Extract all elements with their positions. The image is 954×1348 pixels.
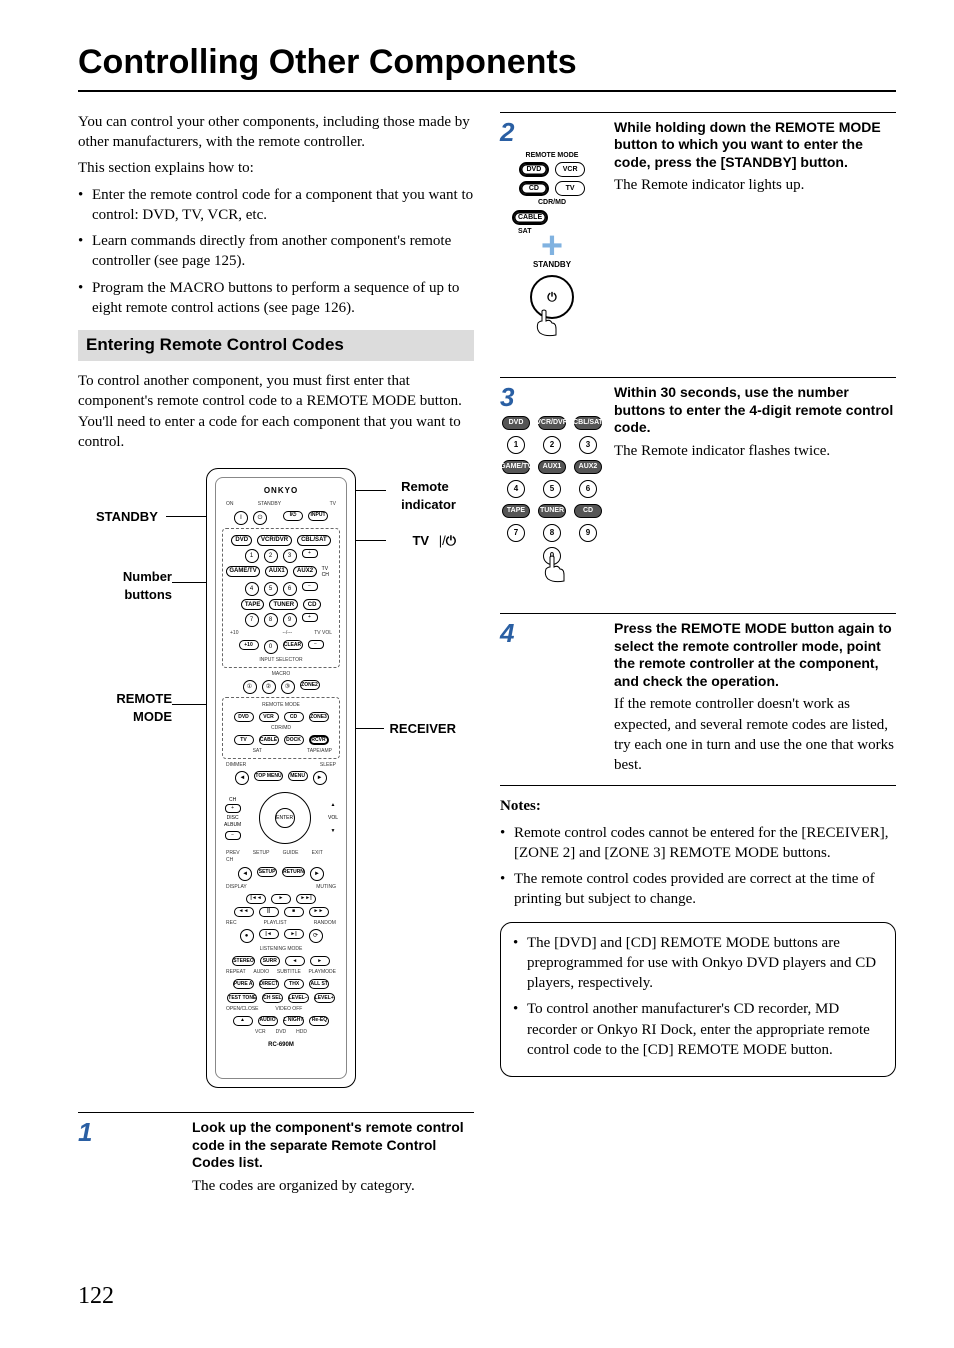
cat-label: CBL/SAT xyxy=(574,416,602,430)
notes-list: Remote control codes cannot be entered f… xyxy=(500,823,896,910)
label-remote-indicator: Remote indicator xyxy=(401,478,456,513)
cd-button: CD xyxy=(519,181,549,196)
notes-heading: Notes: xyxy=(500,796,896,816)
label-remote-mode: REMOTE MODE xyxy=(96,690,172,725)
cat-label: CD xyxy=(574,504,602,518)
finger-icon xyxy=(534,309,558,337)
cable-button: CABLE xyxy=(512,210,548,225)
cat-label: TUNER xyxy=(538,504,566,518)
digit-button: 1 xyxy=(507,436,525,454)
page-number: 122 xyxy=(78,1280,114,1312)
step-1-detail: The codes are organized by category. xyxy=(192,1176,474,1196)
digit-button: 4 xyxy=(507,480,525,498)
cat-label: TAPE xyxy=(502,504,530,518)
digit-button: 7 xyxy=(507,524,525,542)
brand-label: ONKYO xyxy=(222,486,340,497)
remote-mode-header: REMOTE MODE xyxy=(500,151,604,160)
cat-label: VCR/DVR xyxy=(538,416,566,430)
step-3: 3 DVD VCR/DVR CBL/SAT 1 2 3 GAME/TV AUX1… xyxy=(500,384,896,583)
right-column: 2 REMOTE MODE DVD VCR CD TV CDR/MD CABLE xyxy=(500,112,896,1200)
step-3-instr: Within 30 seconds, use the number button… xyxy=(614,384,896,437)
digit-button: 9 xyxy=(579,524,597,542)
box-note-item: The [DVD] and [CD] REMOTE MODE buttons a… xyxy=(513,933,883,994)
step-4-detail: If the remote controller doesn't work as… xyxy=(614,694,896,775)
cat-label: DVD xyxy=(502,416,530,430)
intro-p2: This section explains how to: xyxy=(78,158,474,178)
step-2-detail: The Remote indicator lights up. xyxy=(614,175,896,195)
left-column: You can control your other components, i… xyxy=(78,112,474,1200)
digit-button: 8 xyxy=(543,524,561,542)
tv-text: TV xyxy=(412,533,429,548)
label-number-buttons: Number buttons xyxy=(96,568,172,603)
step-1-num: 1 xyxy=(78,1119,182,1145)
standby-mini-label: STANDBY xyxy=(500,260,604,271)
cat-label: AUX1 xyxy=(538,460,566,474)
power-icon: ⏻ xyxy=(446,533,456,548)
intro-bullet: Enter the remote control code for a comp… xyxy=(78,185,474,226)
note-item: Remote control codes cannot be entered f… xyxy=(500,823,896,864)
intro-bullet: Program the MACRO buttons to perform a s… xyxy=(78,278,474,319)
step-3-detail: The Remote indicator flashes twice. xyxy=(614,441,896,461)
vcr-button: VCR xyxy=(555,162,585,177)
intro-bullet: Learn commands directly from another com… xyxy=(78,231,474,272)
digit-button: 3 xyxy=(579,436,597,454)
plus-icon: + xyxy=(500,236,604,256)
label-tv-power: TV |/⏻ xyxy=(412,532,456,550)
step-4-instr: Press the REMOTE MODE button again to se… xyxy=(614,620,896,690)
cat-label: AUX2 xyxy=(574,460,602,474)
step-4-num: 4 xyxy=(500,620,604,646)
step-2-instr: While holding down the REMOTE MODE butto… xyxy=(614,119,896,172)
step-1: 1 Look up the component's remote control… xyxy=(78,1119,474,1196)
boxed-note: The [DVD] and [CD] REMOTE MODE buttons a… xyxy=(500,922,896,1078)
entering-intro: To control another component, you must f… xyxy=(78,371,474,452)
step-3-num: 3 xyxy=(500,384,604,410)
cat-label: GAME/TV xyxy=(502,460,530,474)
step-2: 2 REMOTE MODE DVD VCR CD TV CDR/MD CABLE xyxy=(500,119,896,337)
page-title: Controlling Other Components xyxy=(78,40,896,92)
step-1-instr: Look up the component's remote control c… xyxy=(192,1119,474,1172)
remote-diagram: STANDBY Number buttons REMOTE MODE Remot… xyxy=(96,468,456,1098)
finger-icon xyxy=(542,555,566,583)
digit-button: 6 xyxy=(579,480,597,498)
tv-button: TV xyxy=(555,181,585,196)
cdrmid-label: CDR/MD xyxy=(500,198,604,207)
model-label: RC-690M xyxy=(222,1041,340,1049)
digit-button: 5 xyxy=(543,480,561,498)
label-standby: STANDBY xyxy=(96,508,158,526)
intro-bullets: Enter the remote control code for a comp… xyxy=(78,185,474,319)
intro-p1: You can control your other components, i… xyxy=(78,112,474,153)
label-receiver: RECEIVER xyxy=(390,720,456,738)
step-4: 4 Press the REMOTE MODE button again to … xyxy=(500,620,896,775)
note-item: The remote control codes provided are co… xyxy=(500,869,896,910)
step-2-num: 2 xyxy=(500,119,604,145)
digit-button: 2 xyxy=(543,436,561,454)
entering-heading: Entering Remote Control Codes xyxy=(78,330,474,361)
box-note-item: To control another manufacturer's CD rec… xyxy=(513,999,883,1060)
dvd-button: DVD xyxy=(519,162,549,177)
